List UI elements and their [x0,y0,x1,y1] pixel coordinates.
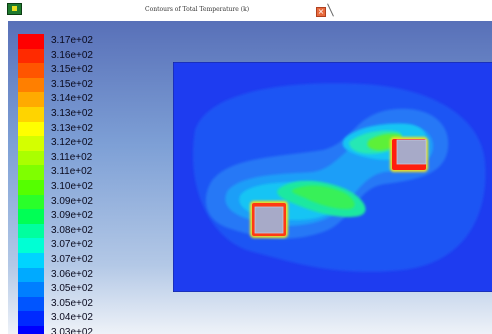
hot-streak-lower-core [291,185,355,210]
legend-row: 3.10e+02 [18,179,128,195]
legend-row: 3.14e+02 [18,92,128,107]
legend-swatch [18,209,44,224]
legend-row: 3.05e+02 [18,296,128,312]
legend-swatch [18,121,44,137]
legend-row: 3.11e+02 [18,165,128,180]
legend-row: 3.15e+02 [18,77,128,93]
legend-swatch [18,325,44,334]
graphics-viewport[interactable]: 3.17e+02 3.16e+02 3.15e+02 3.15e+02 3.14e+02… [8,21,492,334]
legend-swatch [18,179,44,195]
legend-row: 3.12e+02 [18,136,128,151]
legend-swatch [18,77,44,93]
legend-row: 3.06e+02 [18,267,128,283]
legend-swatch [18,106,44,122]
legend-label: 3.13e+02 [51,107,93,119]
legend-label: 3.08e+02 [51,224,93,236]
legend-swatch [18,223,44,239]
legend-label: 3.12e+02 [51,137,93,149]
legend-label: 3.09e+02 [51,210,93,222]
legend-label: 3.17e+02 [51,35,93,46]
legend-label: 3.11e+02 [51,151,93,163]
title-bar: Contours of Total Temperature (k) × [0,0,492,21]
legend-label: 3.16e+02 [51,49,93,61]
window-title: Contours of Total Temperature (k) [145,6,250,13]
legend-label: 3.10e+02 [51,180,93,192]
legend-row: 3.13e+02 [18,106,128,122]
legend-row: 3.07e+02 [18,252,128,268]
legend-label: 3.13e+02 [51,122,93,134]
heat-source-right-block [396,139,427,165]
legend-swatch [18,311,44,326]
legend-swatch [18,282,44,297]
legend-swatch [18,48,44,64]
legend-row: 3.11e+02 [18,150,128,166]
legend-row: 3.07e+02 [18,238,128,253]
legend-swatch [18,34,44,49]
legend-row: 3.16e+02 [18,48,128,64]
temperature-contour-plot[interactable] [173,62,492,292]
fluent-app-icon[interactable] [7,3,22,15]
legend-row: 3.04e+02 [18,311,128,326]
legend-label: 3.07e+02 [51,253,93,265]
legend-label: 3.15e+02 [51,78,93,90]
legend-row: 3.13e+02 [18,121,128,137]
legend-label: 3.05e+02 [51,297,93,309]
legend-label: 3.05e+02 [51,283,93,295]
legend-swatch [18,238,44,253]
legend-swatch [18,296,44,312]
legend-row: 3.08e+02 [18,223,128,239]
legend-label: 3.06e+02 [51,268,93,280]
legend-row: 3.09e+02 [18,209,128,224]
legend-swatch [18,165,44,180]
legend-swatch [18,136,44,151]
legend-swatch [18,252,44,268]
legend-row: 3.03e+02 [18,325,128,334]
legend-swatch [18,63,44,78]
legend-label: 3.15e+02 [51,64,93,76]
legend-label: 3.11e+02 [51,166,93,178]
legend-label: 3.04e+02 [51,312,93,324]
legend-label: 3.07e+02 [51,239,93,251]
close-icon[interactable]: × [316,7,326,17]
legend-label: 3.14e+02 [51,93,93,105]
color-legend: 3.17e+02 3.16e+02 3.15e+02 3.15e+02 3.14e+02… [18,34,128,334]
legend-row: 3.15e+02 [18,63,128,78]
legend-swatch [18,267,44,283]
legend-row: 3.05e+02 [18,282,128,297]
legend-row: 3.17e+02 [18,34,128,49]
title-bar-separator [327,3,334,17]
legend-label: 3.03e+02 [51,326,93,334]
legend-swatch [18,92,44,107]
legend-swatch [18,150,44,166]
heat-source-left-block [254,206,284,234]
legend-swatch [18,194,44,210]
legend-label: 3.09e+02 [51,195,93,207]
legend-row: 3.09e+02 [18,194,128,210]
